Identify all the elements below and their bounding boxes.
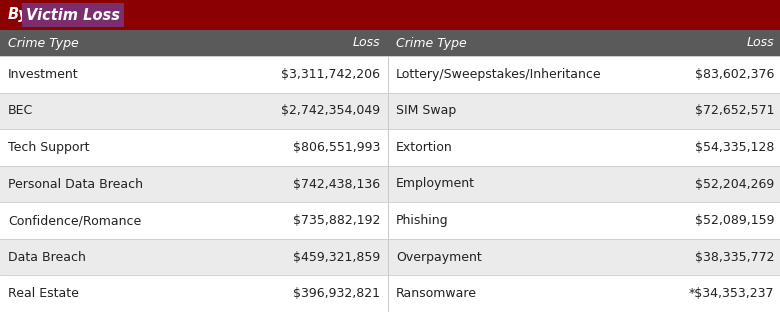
Bar <box>0 166 388 202</box>
Text: Loss: Loss <box>353 37 380 50</box>
Text: BEC: BEC <box>8 104 34 117</box>
Text: $742,438,136: $742,438,136 <box>292 178 380 191</box>
Text: $735,882,192: $735,882,192 <box>292 214 380 227</box>
Text: Crime Type: Crime Type <box>396 37 466 50</box>
Bar <box>0 56 388 93</box>
Text: Lottery/Sweepstakes/Inheritance: Lottery/Sweepstakes/Inheritance <box>396 68 601 81</box>
Text: Real Estate: Real Estate <box>8 287 79 300</box>
Text: Overpayment: Overpayment <box>396 251 482 264</box>
Bar <box>0 30 780 56</box>
Text: Crime Type: Crime Type <box>8 37 79 50</box>
Bar <box>0 239 388 275</box>
Bar <box>388 202 780 239</box>
Text: $54,335,128: $54,335,128 <box>695 141 774 154</box>
Text: Confidence/Romance: Confidence/Romance <box>8 214 141 227</box>
Text: Extortion: Extortion <box>396 141 452 154</box>
Text: $52,089,159: $52,089,159 <box>694 214 774 227</box>
Bar <box>388 56 780 93</box>
Text: $52,204,269: $52,204,269 <box>695 178 774 191</box>
Text: Tech Support: Tech Support <box>8 141 90 154</box>
Text: $3,311,742,206: $3,311,742,206 <box>281 68 380 81</box>
Text: *$34,353,237: *$34,353,237 <box>689 287 774 300</box>
Bar <box>0 129 388 166</box>
Text: $72,652,571: $72,652,571 <box>694 104 774 117</box>
Bar <box>0 93 388 129</box>
Text: Employment: Employment <box>396 178 475 191</box>
Text: Loss: Loss <box>746 37 774 50</box>
Text: Personal Data Breach: Personal Data Breach <box>8 178 143 191</box>
Bar <box>388 239 780 275</box>
Text: Investment: Investment <box>8 68 79 81</box>
Bar <box>388 166 780 202</box>
Text: $459,321,859: $459,321,859 <box>292 251 380 264</box>
Text: $2,742,354,049: $2,742,354,049 <box>281 104 380 117</box>
Bar <box>0 0 780 30</box>
Text: Ransomware: Ransomware <box>396 287 477 300</box>
Text: $396,932,821: $396,932,821 <box>293 287 380 300</box>
Bar <box>388 275 780 312</box>
Text: Phishing: Phishing <box>396 214 448 227</box>
Bar <box>388 129 780 166</box>
Text: Victim Loss: Victim Loss <box>26 7 120 22</box>
Bar <box>0 202 388 239</box>
Bar <box>0 275 388 312</box>
Text: SIM Swap: SIM Swap <box>396 104 456 117</box>
Text: $38,335,772: $38,335,772 <box>694 251 774 264</box>
Text: Data Breach: Data Breach <box>8 251 86 264</box>
Text: $83,602,376: $83,602,376 <box>695 68 774 81</box>
Bar <box>388 93 780 129</box>
Text: $806,551,993: $806,551,993 <box>292 141 380 154</box>
Text: By: By <box>8 7 29 22</box>
